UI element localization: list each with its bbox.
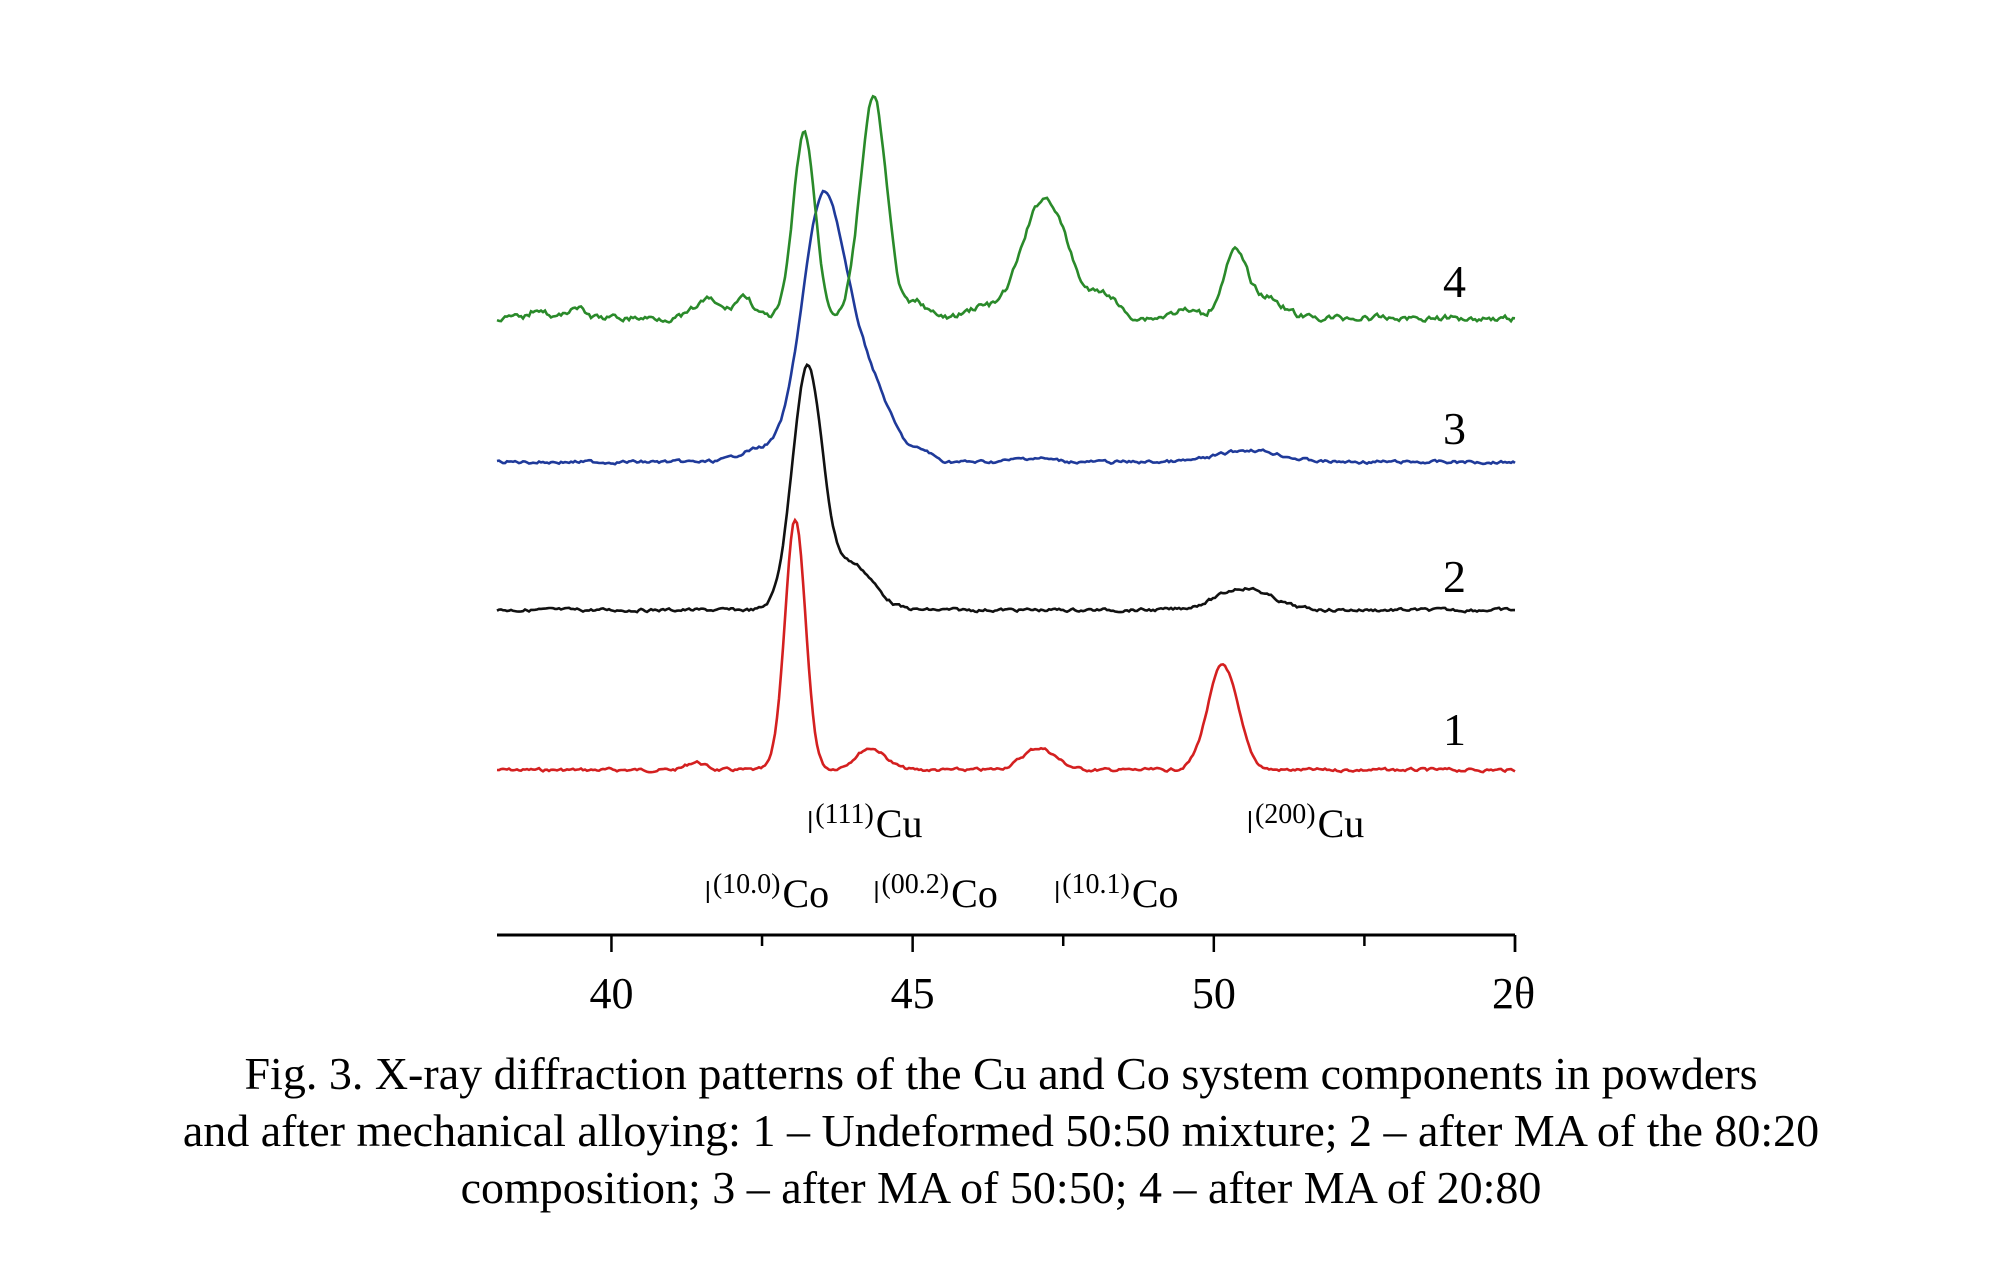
peak-marker-index: (10.1) (1062, 869, 1130, 900)
peak-marker-element: Co (951, 871, 998, 916)
peak-marker-index: (111) (815, 799, 874, 830)
peak-marker-index: (00.2) (881, 869, 949, 900)
peak-marker-element: Co (782, 871, 829, 916)
curve-2 (496, 363, 1515, 614)
caption-line-2: and after mechanical alloying: 1 – Undef… (182, 1105, 1820, 1156)
curve-label-4: 4 (1443, 256, 1466, 307)
peak-marker-co: (00.2) Co (875, 869, 998, 916)
peak-marker-element: Cu (1318, 801, 1365, 846)
peak-marker-index: (200) (1255, 799, 1316, 830)
caption-line-3: composition; 3 – after MA of 50:50; 4 – … (460, 1162, 1542, 1213)
curve-1 (496, 517, 1516, 774)
peak-marker-cu: (200) Cu (1248, 799, 1365, 846)
peak-marker-index: (10.0) (713, 869, 781, 900)
peak-marker-element: Cu (876, 801, 923, 846)
diffraction-curves (496, 94, 1516, 774)
x-axis-label: 2θ (1492, 969, 1535, 1018)
curve-label-2: 2 (1443, 551, 1466, 602)
curve-label-3: 3 (1443, 403, 1466, 454)
x-tick-label: 45 (891, 969, 935, 1018)
peak-marker-element: Co (1132, 871, 1179, 916)
curve-3 (496, 189, 1516, 466)
peak-markers: (111) Cu (200) Cu(10.0) Co (00.2) Co (10.1) Co (706, 799, 1365, 916)
x-axis-ticks: 40 45 50 (589, 935, 1517, 1018)
x-tick-label: 50 (1192, 969, 1236, 1018)
curve-labels: 1 2 3 4 (1443, 256, 1466, 755)
curve-4 (496, 94, 1516, 324)
caption-line-1: Fig. 3. X-ray diffraction patterns of th… (244, 1048, 1758, 1099)
x-tick-label: 40 (589, 969, 633, 1018)
curve-label-1: 1 (1443, 704, 1466, 755)
figure-caption: Fig. 3. X-ray diffraction patterns of th… (0, 1045, 2002, 1216)
peak-marker-cu: (111) Cu (809, 799, 923, 846)
peak-marker-co: (10.1) Co (1056, 869, 1179, 916)
peak-marker-co: (10.0) Co (706, 869, 829, 916)
